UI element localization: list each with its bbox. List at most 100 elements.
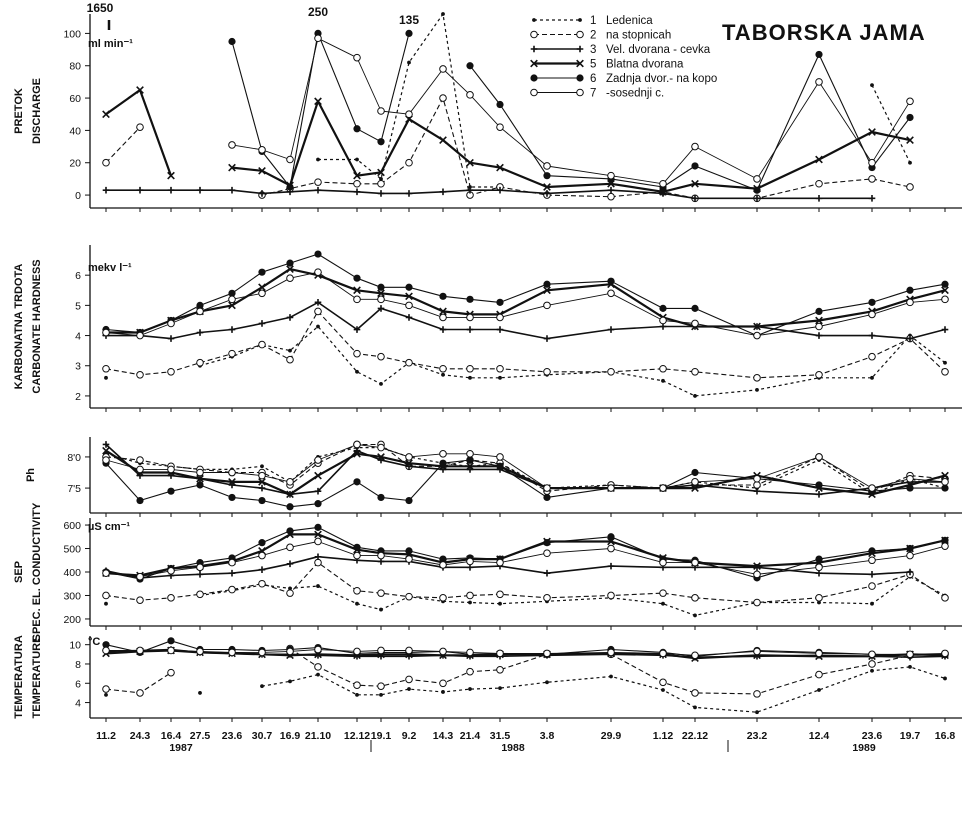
point-temperature-7-19 bbox=[815, 649, 823, 658]
point-temperature-7-3 bbox=[196, 647, 204, 656]
legend-number-3: 3 bbox=[590, 44, 596, 56]
point-temperature-1-17 bbox=[693, 705, 697, 710]
x-tick-label-9: 19.1 bbox=[371, 730, 392, 742]
series-line-discharge-5-0 bbox=[105, 88, 173, 177]
point-hardness-3-20 bbox=[868, 332, 876, 339]
legend-marker-left-5 bbox=[530, 59, 538, 68]
legend-label-7: -sosednji c. bbox=[606, 88, 664, 100]
point-conductivity-2-19 bbox=[815, 594, 823, 602]
y-tick-label-hardness-3: 5 bbox=[75, 300, 81, 312]
point-conductivity-2-15 bbox=[607, 591, 615, 600]
point-ph-3-19 bbox=[815, 491, 823, 498]
x-tick-label-18: 23.2 bbox=[747, 730, 768, 742]
legend-label-5: Blatna dvorana bbox=[606, 59, 684, 71]
legend-marker-right-2 bbox=[576, 30, 584, 39]
legend-marker-left-2 bbox=[530, 30, 538, 39]
point-hardness-2-15 bbox=[607, 367, 615, 376]
legend-item-5: 5 Blatna dvorana bbox=[530, 59, 684, 71]
point-temperature-7-13 bbox=[496, 649, 504, 658]
y-tick-label-conductivity-3: 500 bbox=[63, 544, 81, 556]
series-discharge-5 bbox=[102, 86, 914, 196]
point-hardness-6-6 bbox=[286, 259, 294, 267]
point-discharge-6-9 bbox=[377, 138, 385, 146]
point-discharge-5-8 bbox=[353, 171, 361, 180]
point-hardness-5-5 bbox=[258, 283, 266, 292]
point-ph-6-4 bbox=[228, 493, 236, 502]
point-conductivity-6-11 bbox=[439, 555, 447, 563]
point-conductivity-2-18 bbox=[753, 598, 761, 607]
point-discharge-2-15 bbox=[607, 192, 615, 201]
series-line-temperature-1-2 bbox=[261, 666, 946, 713]
point-hardness-6-5 bbox=[258, 268, 266, 276]
unit-label-discharge: ml min⁻¹ bbox=[88, 38, 133, 50]
point-hardness-2-20 bbox=[868, 352, 876, 361]
y-tick-label-temperature-2: 8 bbox=[75, 659, 81, 671]
point-hardness-3-10 bbox=[405, 314, 413, 321]
point-ph-6-8 bbox=[353, 478, 361, 486]
series-conductivity-7 bbox=[102, 537, 949, 581]
series-hardness-2 bbox=[102, 307, 949, 382]
point-temperature-1-0 bbox=[104, 692, 108, 697]
point-ph-7-18 bbox=[753, 474, 761, 483]
point-hardness-1-17 bbox=[693, 394, 697, 398]
point-temperature-7-4 bbox=[228, 648, 236, 657]
panels: 0 20 40 60 80 100 PRETOK DISCHARGE ml min⁻¹ 1650 2… bbox=[13, 1, 962, 722]
point-hardness-5-14 bbox=[543, 286, 551, 295]
series-line-conductivity-1-1 bbox=[199, 576, 946, 617]
point-conductivity-7-5 bbox=[258, 551, 266, 560]
point-ph-6-17 bbox=[691, 468, 699, 477]
legend-item-2: 2 na stopnicah bbox=[530, 30, 671, 42]
point-conductivity-1-12 bbox=[468, 600, 472, 605]
point-ph-7-9 bbox=[377, 443, 385, 452]
point-conductivity-3-14 bbox=[543, 569, 551, 577]
point-conductivity-7-16 bbox=[659, 558, 667, 567]
point-hardness-7-17 bbox=[691, 319, 699, 328]
point-hardness-7-8 bbox=[353, 295, 361, 304]
point-discharge-5-4 bbox=[228, 163, 236, 172]
point-temperature-7-0 bbox=[102, 646, 110, 655]
point-temperature-1-13 bbox=[498, 686, 502, 690]
point-temperature-7-10 bbox=[405, 646, 413, 655]
point-hardness-5-8 bbox=[353, 286, 361, 295]
series-hardness-5 bbox=[102, 265, 949, 337]
point-hardness-2-11 bbox=[439, 364, 447, 373]
point-conductivity-2-13 bbox=[496, 590, 504, 599]
point-hardness-2-5 bbox=[258, 340, 266, 349]
point-hardness-2-1 bbox=[136, 370, 144, 379]
point-ph-6-21 bbox=[906, 484, 914, 492]
point-temperature-7-12 bbox=[466, 648, 474, 657]
point-temperature-1-9 bbox=[379, 692, 383, 697]
point-ph-7-8 bbox=[353, 440, 361, 449]
point-ph-7-19 bbox=[815, 453, 823, 461]
point-hardness-2-0 bbox=[102, 364, 110, 373]
point-hardness-6-21 bbox=[906, 286, 914, 294]
point-ph-7-21 bbox=[906, 474, 914, 483]
unit-label-hardness: mekv l⁻¹ bbox=[88, 262, 132, 274]
point-discharge-7-12 bbox=[466, 91, 474, 99]
point-conductivity-2-10 bbox=[405, 592, 413, 601]
point-discharge-3-12 bbox=[466, 186, 474, 194]
point-hardness-6-17 bbox=[691, 304, 699, 312]
point-conductivity-2-5 bbox=[258, 579, 266, 588]
x-tick-label-21: 19.7 bbox=[900, 730, 921, 742]
point-conductivity-2-20 bbox=[868, 582, 876, 590]
point-discharge-3-5 bbox=[258, 190, 266, 197]
point-discharge-1-21 bbox=[908, 160, 912, 165]
point-conductivity-7-11 bbox=[439, 561, 447, 569]
x-tick-label-20: 23.6 bbox=[862, 730, 883, 742]
point-conductivity-7-13 bbox=[496, 558, 504, 567]
point-discharge-3-10 bbox=[405, 190, 413, 197]
point-temperature-1-22 bbox=[943, 676, 947, 681]
x-tick-label-16: 1.12 bbox=[653, 730, 674, 742]
point-hardness-6-20 bbox=[868, 298, 876, 306]
point-ph-6-13 bbox=[496, 462, 504, 470]
point-conductivity-7-19 bbox=[815, 563, 823, 572]
series-line-hardness-1-1 bbox=[199, 325, 946, 397]
point-ph-7-7 bbox=[314, 456, 322, 464]
point-conductivity-1-6 bbox=[288, 586, 292, 591]
point-hardness-2-17 bbox=[691, 367, 699, 376]
point-hardness-3-5 bbox=[258, 320, 266, 327]
x-tick-label-22: 16.8 bbox=[935, 730, 956, 742]
point-discharge-5-19 bbox=[815, 155, 823, 164]
y-tick-label-conductivity-2: 400 bbox=[63, 567, 81, 579]
